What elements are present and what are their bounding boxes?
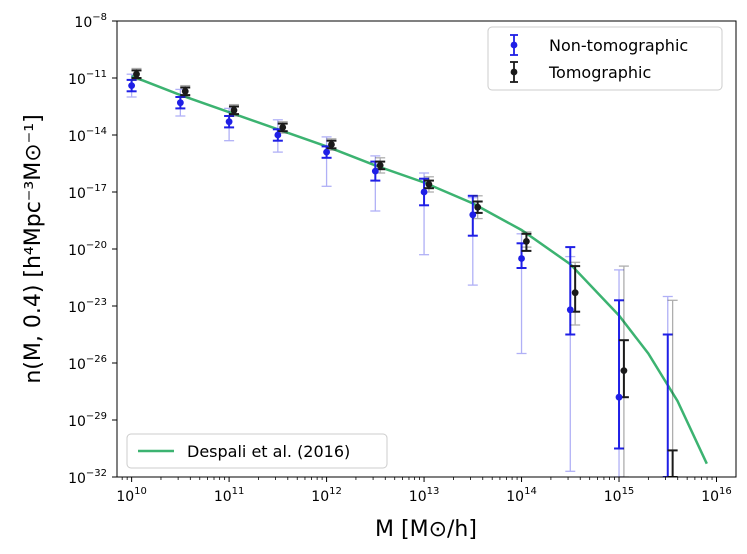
legend-bottom-left: Despali et al. (2016): [126, 433, 388, 469]
legend-label-tomographic: Tomographic: [548, 63, 651, 82]
x-tick-label: 1011: [214, 486, 245, 505]
points-layer: [128, 70, 628, 401]
y-tick-label: 10−11: [68, 69, 107, 88]
legend-box-model: [126, 433, 388, 469]
x-tick-label: 1010: [116, 486, 147, 505]
tomographic-point: [474, 203, 482, 211]
y-tick-label: 10−23: [68, 297, 107, 316]
tomographic-point: [230, 106, 238, 114]
tomographic-point: [133, 70, 140, 78]
tomographic-point: [425, 181, 433, 188]
tomographic-point: [279, 124, 287, 131]
tomographic-point: [181, 87, 189, 95]
non-tomographic-point: [518, 255, 525, 262]
y-tick-label: 10−14: [68, 126, 107, 145]
non-tomographic-point: [323, 148, 330, 156]
x-tick-label: 1014: [506, 486, 537, 505]
non-tomographic-inner-error-bar: [662, 333, 673, 477]
legend-marker-tomographic: [510, 61, 518, 83]
plot-area: [117, 21, 736, 477]
y-tick-label: 10−32: [68, 468, 107, 487]
tomographic-inner-error-bar: [667, 449, 678, 477]
y-tick-label: 10−26: [68, 354, 107, 373]
x-tick-label: 1013: [409, 486, 440, 505]
x-tick-label: 1016: [701, 486, 732, 505]
x-tick-label: 1012: [311, 486, 342, 505]
non-tomographic-point: [225, 118, 233, 126]
tomographic-point: [571, 289, 579, 297]
non-tomographic-outer-error-bar: [321, 136, 332, 187]
tomographic-outer-error-bar: [667, 299, 678, 477]
non-tomographic-inner-error-bar: [565, 246, 576, 336]
y-tick-label: 10−17: [68, 183, 107, 202]
non-tomographic-point: [566, 306, 574, 314]
non-tomographic-point: [176, 99, 184, 107]
tomographic-point: [328, 141, 335, 148]
legend-label-non-tomographic: Non-tomographic: [549, 36, 688, 55]
y-tick-label: 10−8: [74, 12, 107, 31]
legend-box: [487, 26, 723, 91]
tomographic-point: [376, 162, 384, 169]
legend-top-right: Non-tomographic Tomographic: [487, 26, 723, 91]
tomographic-point: [620, 367, 628, 374]
tomographic-point: [523, 238, 530, 245]
non-tomographic-point: [128, 82, 136, 89]
x-tick-label: 1015: [604, 486, 635, 505]
non-tomographic-point: [274, 131, 282, 139]
legend-label-despali: Despali et al. (2016): [187, 442, 350, 461]
non-tomographic-inner-error-bar: [614, 299, 625, 450]
non-tomographic-point: [615, 393, 623, 401]
y-axis-label: n(M, 0.4) [h⁴Mpc⁻³M⊙⁻¹]: [21, 114, 46, 383]
non-tomographic-point: [371, 167, 379, 175]
non-tomographic-point: [420, 188, 428, 196]
y-tick-label: 10−20: [68, 240, 107, 259]
y-tick-label: 10−29: [68, 411, 107, 430]
non-tomographic-point: [469, 211, 477, 219]
x-axis-label: M [M⊙/h]: [375, 517, 477, 542]
legend-marker-non-tomographic: [510, 34, 518, 56]
